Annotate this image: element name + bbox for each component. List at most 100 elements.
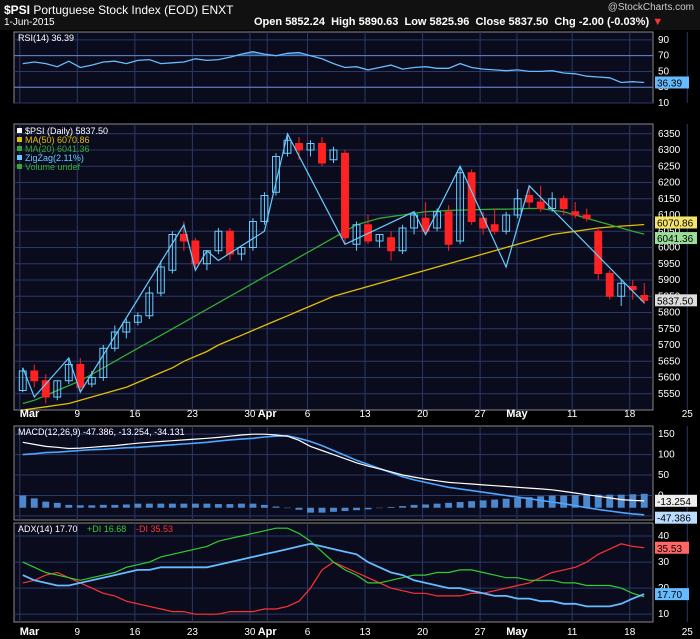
- open-label: Open: [254, 16, 283, 28]
- x-tick-label: May: [506, 408, 528, 420]
- adx-y-tick-label: 10: [658, 609, 670, 620]
- macd-histogram-bar: [560, 495, 568, 508]
- candle-body: [133, 315, 142, 323]
- candle-body: [594, 230, 603, 274]
- rsi-line: [22, 51, 645, 84]
- macd-histogram-bar: [537, 496, 545, 508]
- macd-histogram-bar: [318, 507, 326, 513]
- candle-body: [272, 156, 280, 193]
- x-tick-label: 25: [682, 627, 694, 638]
- index-name: Portuguese Stock Index (EOD): [33, 3, 199, 17]
- rsi-y-tick-label: 90: [658, 35, 670, 46]
- candle-body: [467, 172, 476, 222]
- ma50-value-tag: [655, 216, 697, 229]
- ma50-line: [22, 223, 645, 411]
- candle-body: [421, 217, 430, 232]
- macd-histogram-bar: [479, 500, 487, 508]
- macd-histogram-bar: [53, 502, 61, 508]
- candle-body: [571, 211, 580, 216]
- x-tick-label: 20: [417, 409, 429, 420]
- ohlc-summary: Open 5852.24 High 5890.63 Low 5825.96 Cl…: [254, 16, 663, 28]
- macd-histogram-bar: [111, 504, 119, 508]
- candle-body: [53, 380, 62, 398]
- x-tick-label: 18: [624, 627, 636, 638]
- chart-date: 1-Jun-2015: [4, 17, 55, 28]
- chart-header: $PSI Portuguese Stock Index (EOD) ENXT 1…: [0, 0, 700, 30]
- price-current-tag: [655, 294, 697, 307]
- macd-histogram-bar: [272, 506, 280, 508]
- price-legend-entry: ZigZag(2.11%): [25, 153, 84, 163]
- candle-body: [352, 224, 361, 245]
- candle-body: [536, 201, 545, 209]
- candle-body: [191, 240, 200, 265]
- price-y-tick-label: 6100: [658, 210, 681, 221]
- price-legend-entry: MA(50) 6070.86: [25, 135, 90, 145]
- price-y-tick-label: 5750: [658, 324, 681, 335]
- adx-legend-entry: -DI 35.53: [136, 524, 173, 534]
- price-panel: [13, 123, 654, 411]
- macd-line: [22, 433, 645, 502]
- macd-histogram-bar: [307, 507, 314, 513]
- x-tick-label: Apr: [258, 408, 278, 420]
- ma20-value-tag: [655, 232, 697, 245]
- price-y-tick-label: 6200: [658, 178, 681, 189]
- candle-body: [87, 377, 96, 385]
- macd-histogram-bar: [76, 505, 84, 508]
- price-y-tick-label: 6050: [658, 226, 681, 237]
- copyright[interactable]: @StockCharts.com: [607, 2, 694, 13]
- macd-histogram-bar: [514, 497, 522, 508]
- rsi-y-tick-label: 70: [658, 51, 670, 62]
- x-tick-label: Mar: [20, 408, 40, 420]
- price-y-tick-label: 5550: [658, 389, 681, 400]
- high-label: High: [331, 16, 356, 28]
- x-tick-label: 6: [305, 409, 311, 420]
- x-tick-label: May: [506, 626, 528, 638]
- price-legend-swatch: [17, 155, 22, 160]
- macd-histogram-bar: [168, 503, 176, 508]
- candle-body: [41, 380, 50, 398]
- price-legend-swatch: [17, 128, 22, 133]
- x-tick-label: 6: [305, 627, 311, 638]
- macd-histogram-bar: [640, 493, 648, 508]
- open-value: 5852.24: [285, 16, 325, 28]
- price-legend-swatch: [17, 137, 22, 142]
- price-y-tick-label: 6250: [658, 161, 681, 172]
- x-tick-label: 16: [129, 409, 141, 420]
- price-y-tick-label: 5650: [658, 356, 681, 367]
- macd-histogram-bar: [122, 504, 130, 508]
- price-y-tick-label: 6350: [658, 129, 681, 140]
- candle-body: [375, 234, 384, 242]
- close-label: Close: [475, 16, 506, 28]
- x-tick-label: Mar: [20, 626, 40, 638]
- macd-histogram-bar: [134, 503, 142, 508]
- close-value: 5837.50: [508, 16, 549, 28]
- macd-histogram-bar: [295, 507, 303, 510]
- macd-histogram-bar: [260, 504, 268, 508]
- candle-body: [145, 292, 154, 317]
- x-tick-label: 30: [244, 409, 256, 420]
- macd-histogram-bar: [364, 507, 372, 510]
- macd-histogram-bar: [42, 501, 50, 508]
- x-tick-label: 20: [417, 627, 429, 638]
- high-value: 5890.63: [358, 16, 399, 28]
- adx-legend-entry: ADX(14) 17.70: [18, 524, 78, 534]
- change-value: -2.00 (-0.03%): [578, 16, 650, 28]
- macd-signal-line: [22, 434, 645, 516]
- candle-body: [30, 370, 39, 382]
- price-legend-entry: MA(20) 6041.36: [25, 144, 90, 154]
- candle-body: [456, 172, 465, 242]
- x-tick-label: 11: [567, 627, 578, 638]
- macd-histogram-bar: [353, 507, 360, 511]
- adx-panel: [13, 522, 654, 623]
- candle-body: [110, 331, 119, 349]
- price-y-tick-label: 5900: [658, 275, 681, 286]
- macd-histogram-bar: [65, 504, 73, 508]
- candle-body: [64, 364, 73, 382]
- candle-body: [490, 224, 499, 232]
- price-y-tick-label: 5800: [658, 308, 681, 319]
- x-tick-label: 27: [475, 409, 487, 420]
- macd-histogram-bar: [606, 494, 614, 508]
- x-tick-label: 13: [359, 409, 371, 420]
- exchange: ENXT: [201, 3, 234, 17]
